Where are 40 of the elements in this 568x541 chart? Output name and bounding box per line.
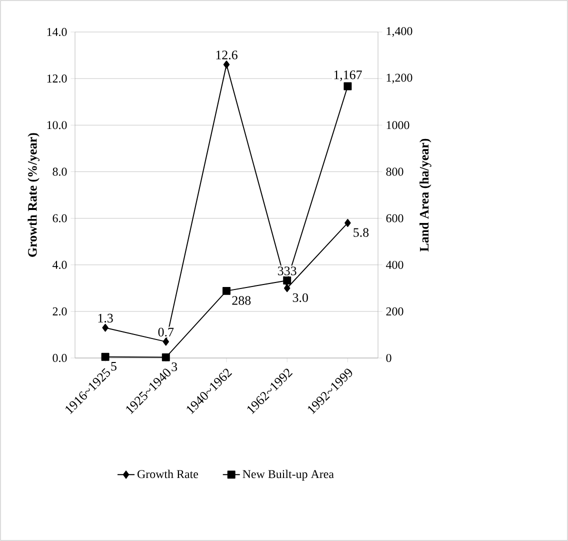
point <box>223 60 230 69</box>
point <box>344 82 352 90</box>
y2-tick-label: 0 <box>386 354 392 362</box>
point <box>162 338 170 346</box>
y2-tick-label: 1,400 <box>386 27 412 37</box>
point <box>283 276 292 284</box>
data-label: 5 <box>111 362 116 371</box>
point <box>344 218 351 227</box>
data-label: 288 <box>232 296 251 305</box>
y-axis-title: Growth Rate (%/year) <box>28 133 40 257</box>
y2-axis-title: Land Area (ha/year) <box>420 138 432 252</box>
data-label: 3 <box>172 362 178 372</box>
data-label: 3.0 <box>292 293 308 302</box>
y2-tick-label: 800 <box>386 168 404 176</box>
y2-tick-label: 200 <box>386 307 404 316</box>
y-tick-label: 6.0 <box>52 214 67 222</box>
y2-tick-label: 1000 <box>386 121 410 130</box>
data-label: 5.8 <box>354 228 369 237</box>
legend-label: New Built-up Area <box>242 470 334 481</box>
y-tick-label: 10.0 <box>47 121 67 130</box>
y-tick-label: 0.0 <box>52 354 67 362</box>
data-label: 1,167 <box>334 70 362 82</box>
y-tick-label: 14.0 <box>47 28 67 36</box>
data-label: 1.3 <box>98 314 113 323</box>
y-tick-label: 12.0 <box>47 74 67 83</box>
data-label: 333 <box>278 266 296 276</box>
y2-tick-label: 600 <box>386 214 404 222</box>
point <box>101 352 110 361</box>
data-label: 0.7 <box>158 328 174 337</box>
y2-tick-label: 1,200 <box>386 74 412 84</box>
point <box>162 353 170 362</box>
point <box>284 284 290 292</box>
legend-label: Growth Rate <box>138 470 198 478</box>
y-tick-label: 2.0 <box>52 307 67 316</box>
point <box>102 324 108 332</box>
y-tick-label: 8.0 <box>52 168 67 176</box>
data-label: 12.6 <box>216 50 238 60</box>
point <box>222 286 230 295</box>
y-tick-label: 4.0 <box>52 260 67 269</box>
y2-tick-label: 400 <box>386 260 404 269</box>
